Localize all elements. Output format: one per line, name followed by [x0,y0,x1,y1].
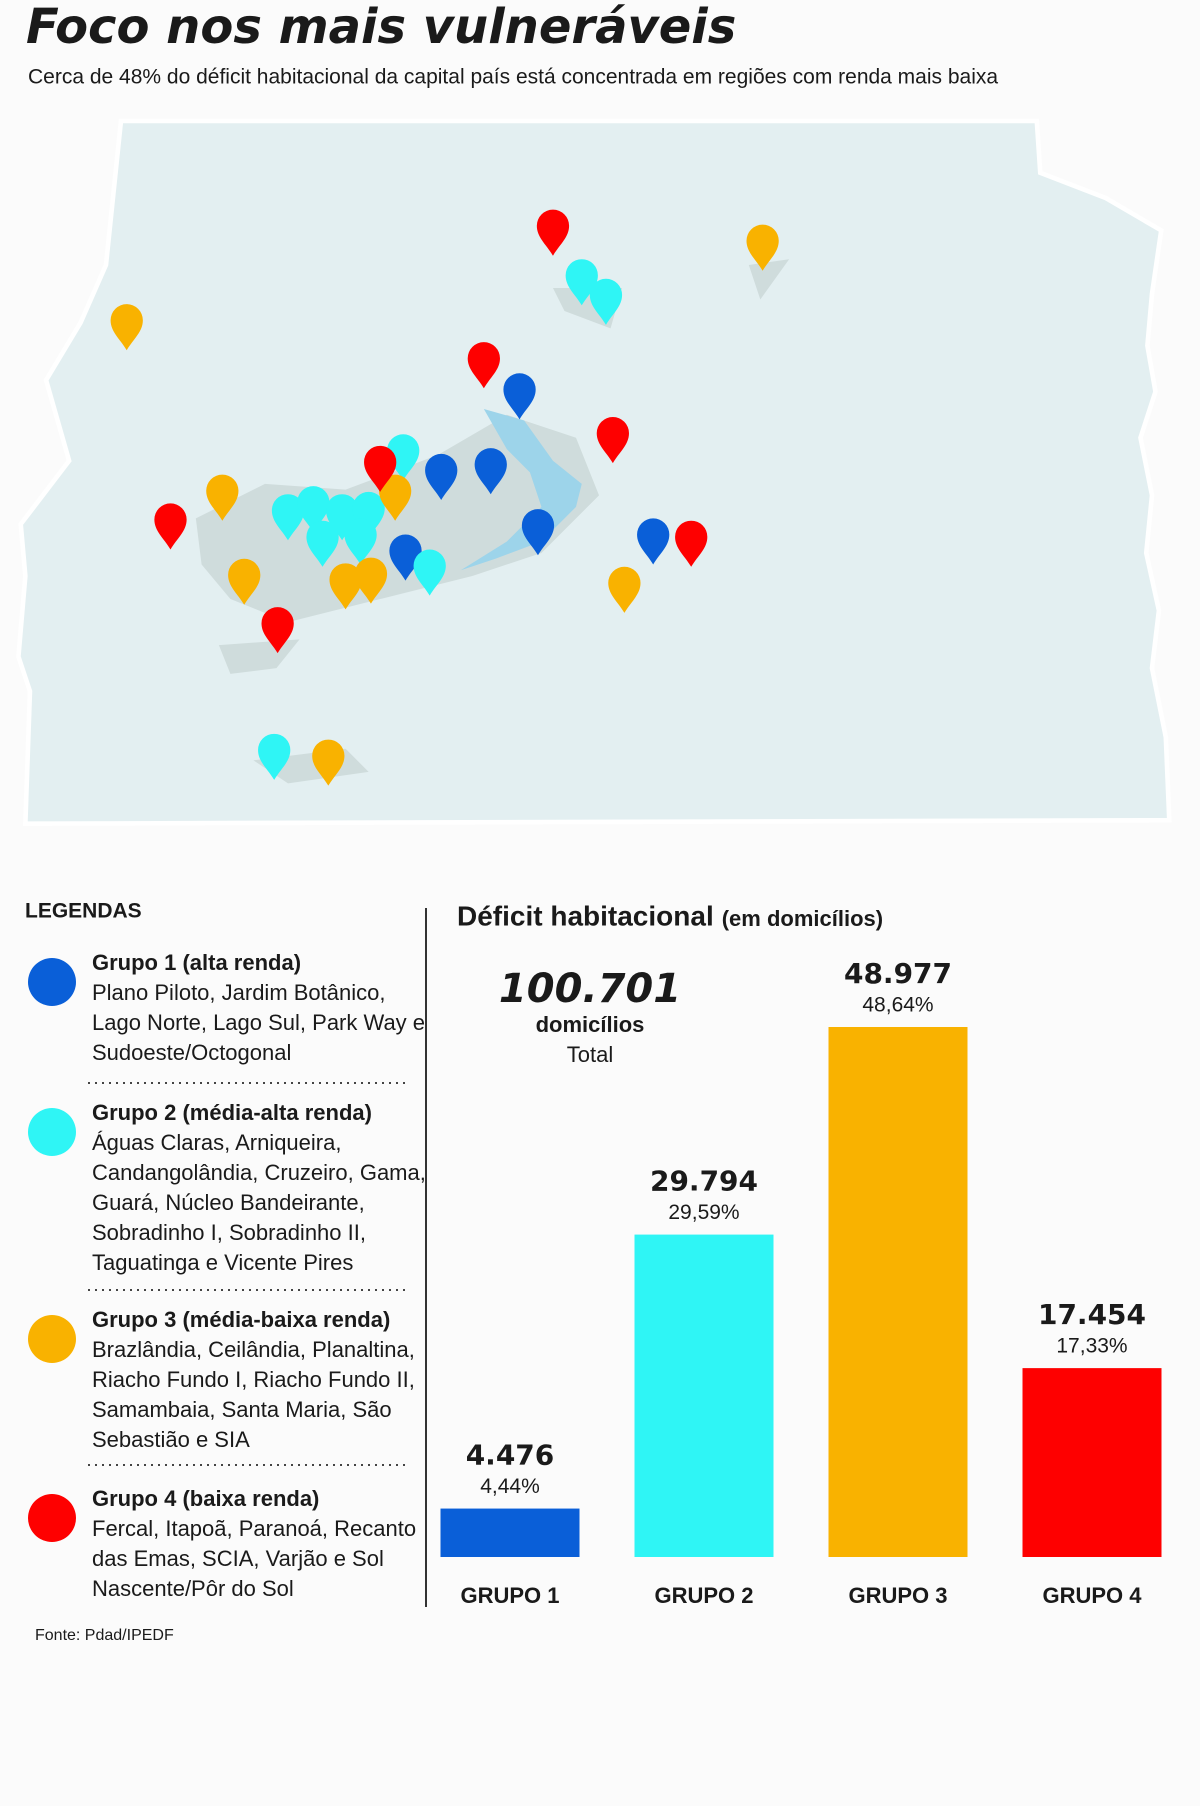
legend-name: Grupo 2 (média-alta renda) [92,1100,372,1125]
map-pin [354,557,388,604]
map-pin [271,494,305,541]
map-pin [389,534,422,581]
legend-item: Grupo 2 (média-alta renda) Águas Claras, … [28,1100,426,1291]
map-pin [608,566,641,613]
bar [440,1508,580,1557]
share-label: 4,44% [480,1475,540,1498]
map-pin [589,278,623,325]
legend-text: Sebastião e SIA [92,1427,250,1452]
value-label: 17.454 [1038,1298,1146,1331]
legend-text: Plano Piloto, Jardim Botânico, [92,980,386,1005]
legend-name: Grupo 1 (alta renda) [92,950,301,975]
legend-item: Grupo 1 (alta renda) Plano Piloto, Jardim… [28,950,425,1084]
legend-text: Sudoeste/Octogonal [92,1040,291,1065]
map-pin [637,518,670,565]
legend-swatch [28,1108,76,1156]
map-pin [344,518,377,565]
x-tick-label: GRUPO 2 [654,1583,753,1608]
total-unit: domicílios [536,1012,645,1037]
chart-title: Déficit habitacional [457,900,714,931]
map-pin [521,509,555,556]
value-label: 4.476 [466,1439,555,1472]
x-tick-label: GRUPO 1 [460,1583,559,1608]
legend-text: Águas Claras, Arniqueira, [92,1130,341,1155]
legend-text: Candangolândia, Cruzeiro, Gama, [92,1160,426,1185]
legend-heading: LEGENDAS [25,900,142,923]
bar [1022,1368,1162,1557]
pins [110,209,779,786]
map-pin [413,549,446,596]
bar [828,1027,968,1557]
total-value: 100.701 [499,966,681,1012]
map-pin [154,503,187,550]
legend-text: Lago Norte, Lago Sul, Park Way e [92,1010,425,1035]
total-caption: Total [567,1042,613,1067]
source: Fonte: Pdad/IPEDF [35,1627,174,1644]
legend-text: Brazlândia, Ceilândia, Planaltina, [92,1337,415,1362]
map [16,118,1172,826]
map-pin [329,563,362,610]
value-label: 48.977 [844,957,952,990]
legend-swatch [28,958,76,1006]
map-pin [206,474,239,521]
legend-text: Guará, Núcleo Bandeirante, [92,1190,365,1215]
subtitle: Cerca de 48% do déficit habitacional da … [28,66,998,89]
share-label: 48,64% [862,994,933,1017]
legend-item: Grupo 3 (média-baixa renda) Brazlândia, C… [28,1307,415,1466]
legend-swatch [28,1494,76,1542]
share-label: 29,59% [668,1201,739,1224]
x-tick-label: GRUPO 4 [1042,1583,1142,1608]
chart-subtitle: (em domicílios) [722,906,883,931]
legend-name: Grupo 3 (média-baixa renda) [92,1307,390,1332]
legend-text: Riacho Fundo I, Riacho Fundo II, [92,1367,415,1392]
map-pin [387,434,420,481]
map-pin [258,733,291,780]
map-pin [746,224,779,271]
map-pin [565,259,598,306]
map-pin [675,520,708,567]
value-label: 29.794 [650,1165,758,1198]
map-pin [312,739,345,786]
legend-text: Taguatinga e Vicente Pires [92,1250,353,1275]
map-pin [467,342,500,389]
share-label: 17,33% [1056,1335,1127,1358]
legend-item: Grupo 4 (baixa renda) Fercal, Itapoã, Par… [28,1486,416,1601]
x-tick-label: GRUPO 3 [848,1583,947,1608]
map-pin [306,520,339,567]
legend: Grupo 1 (alta renda) Plano Piloto, Jardim… [28,950,426,1601]
legend-text: Nascente/Pôr do Sol [92,1576,294,1601]
map-pin [261,607,294,654]
map-pin [596,417,629,464]
legend-text: Fercal, Itapoã, Paranoá, Recanto [92,1516,416,1541]
map-outline [16,118,1172,826]
legend-swatch [28,1315,76,1363]
map-pin [228,558,261,605]
map-pin [425,453,458,500]
map-pin [536,209,570,256]
map-pin [364,445,397,492]
legend-text: das Emas, SCIA, Varjão e Sol [92,1546,384,1571]
legend-text: Sobradinho I, Sobradinho II, [92,1220,366,1245]
legend-text: Samambaia, Santa Maria, São [92,1397,392,1422]
map-pin [474,448,507,495]
legend-name: Grupo 4 (baixa renda) [92,1486,319,1511]
map-pin [110,304,143,351]
map-pin [503,373,536,420]
bar [634,1234,774,1557]
map-pin [297,486,330,533]
map-pin [379,474,412,521]
title: Foco nos mais vulneráveis [26,0,736,55]
